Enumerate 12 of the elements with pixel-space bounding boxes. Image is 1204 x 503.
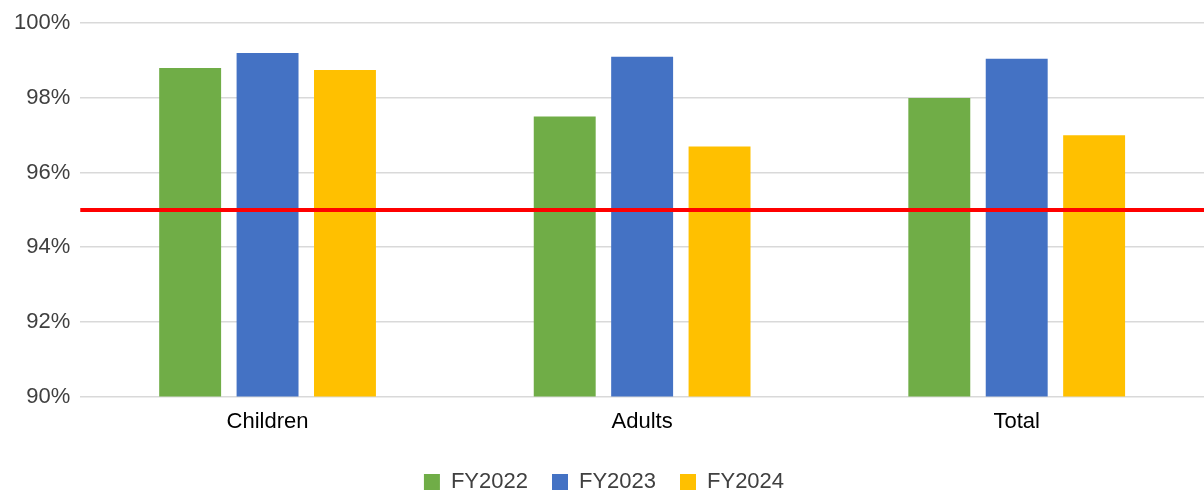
x-tick-label: Children	[226, 407, 309, 433]
legend-label: FY2023	[578, 468, 657, 494]
x-tick-label: Adults	[611, 407, 673, 433]
x-tick-label: Total	[993, 407, 1040, 433]
legend-label: FY2022	[450, 468, 528, 494]
y-tick-label: 90%	[26, 382, 71, 408]
y-tick-label: 98%	[26, 83, 71, 109]
y-tick-label: 94%	[26, 233, 71, 259]
legend-label: FY2024	[707, 468, 785, 494]
y-tick-label: 96%	[26, 158, 71, 184]
y-tick-label: 100%	[13, 9, 71, 35]
y-tick-label: 92%	[26, 307, 71, 333]
